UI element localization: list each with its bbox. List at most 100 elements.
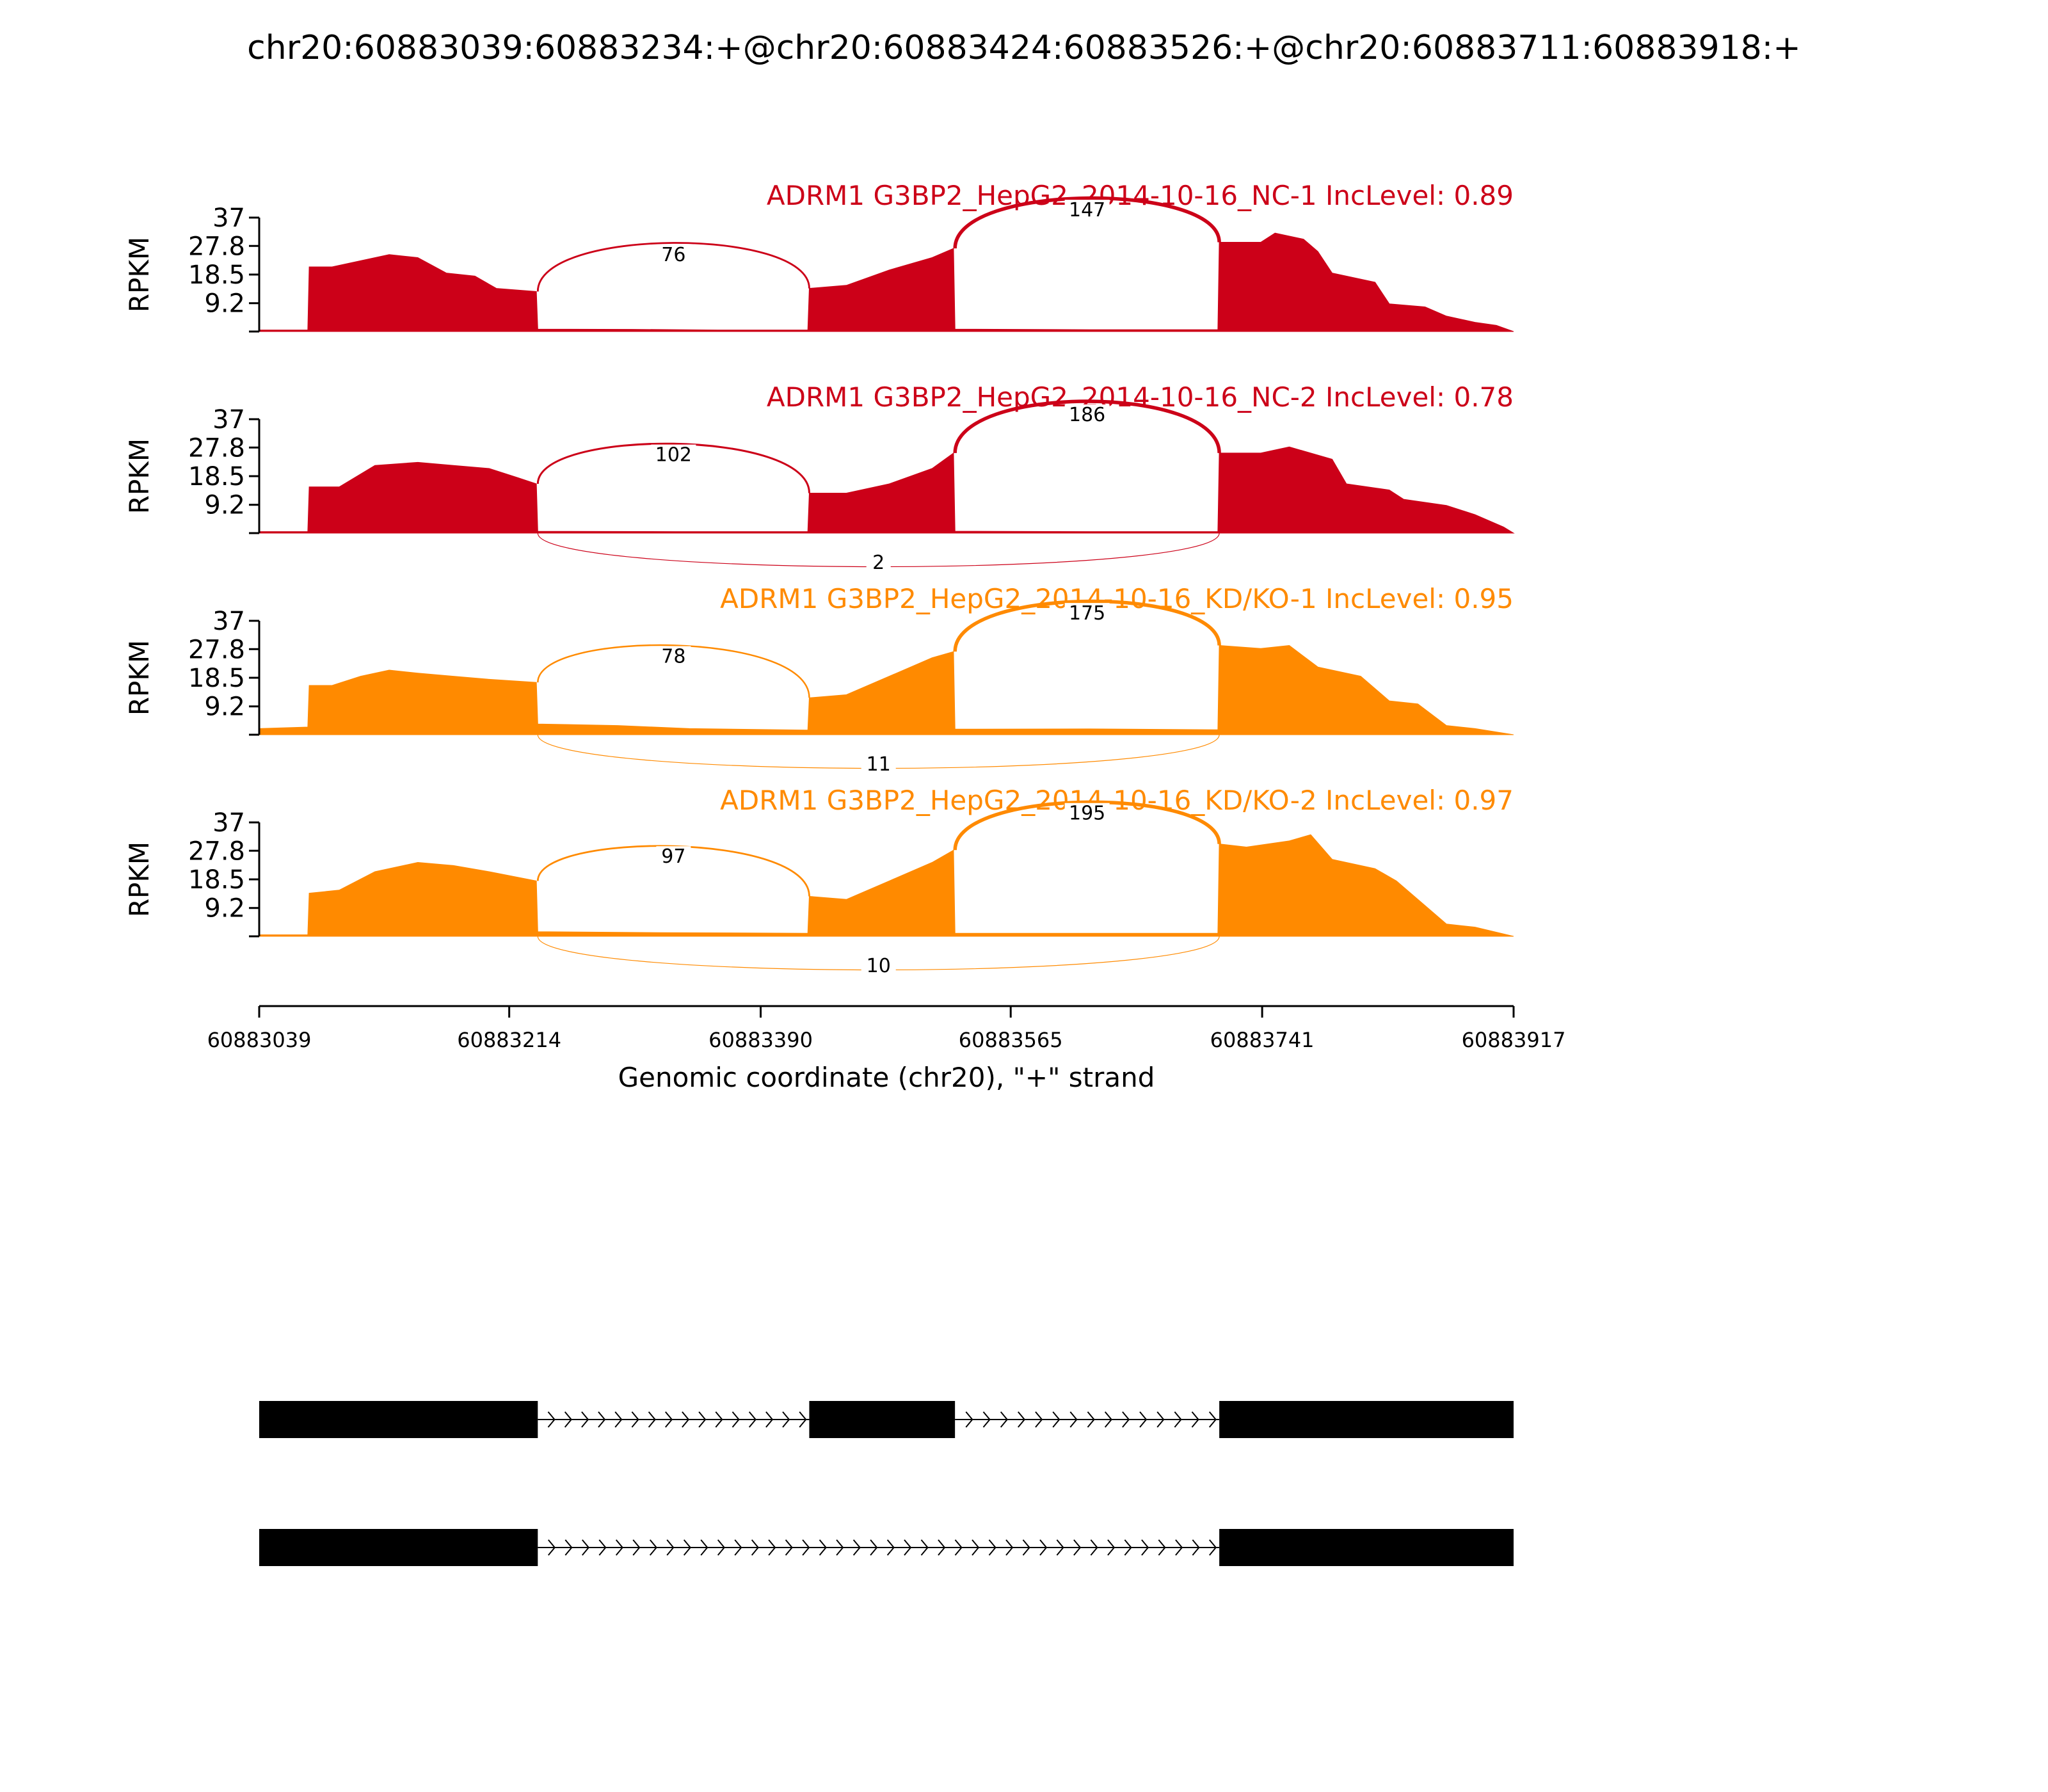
isoform-tracks: [259, 1401, 1514, 1566]
junction-count-label: 186: [1069, 404, 1105, 426]
junction-arc: [953, 599, 1221, 652]
strand-arrow-icon: [700, 1539, 708, 1556]
junction-label-box: [651, 444, 696, 465]
junction-label-box: [861, 754, 896, 774]
strand-arrow-icon: [799, 1411, 807, 1428]
x-tick-label: 60883039: [207, 1028, 312, 1052]
strand-arrow-icon: [1124, 1539, 1132, 1556]
y-axis-label: RPKM: [124, 237, 155, 312]
strand-arrow-icon: [1052, 1411, 1060, 1428]
x-tick-label: 60883390: [708, 1028, 813, 1052]
junction-arc: [953, 196, 1221, 249]
y-tick-label: 18.5: [188, 865, 245, 895]
y-tick-label: 9.2: [204, 491, 245, 520]
junction-label-box: [1064, 404, 1110, 425]
y-axis-label: RPKM: [124, 842, 155, 917]
strand-arrow-icon: [1175, 1539, 1183, 1556]
y-tick-label: 27.8: [188, 433, 245, 463]
y-axis-label: RPKM: [124, 438, 155, 514]
strand-arrow-icon: [938, 1539, 946, 1556]
strand-arrow-icon: [954, 1539, 963, 1556]
y-tick-label: 18.5: [188, 664, 245, 693]
junction-count-label: 78: [661, 646, 685, 668]
junction-label-box: [1064, 803, 1110, 824]
junction-count-label: 76: [661, 244, 685, 266]
strand-arrow-icon: [785, 1539, 793, 1556]
junction-arc: [537, 644, 810, 698]
strand-arrow-icon: [547, 1411, 556, 1428]
strand-arrow-icon: [1090, 1539, 1098, 1556]
strand-arrow-icon: [802, 1539, 810, 1556]
strand-arrow-icon: [665, 1411, 673, 1428]
strand-arrow-icon: [631, 1411, 639, 1428]
strand-arrow-icon: [1122, 1411, 1130, 1428]
strand-arrow-icon: [1192, 1539, 1200, 1556]
coverage-area: [259, 232, 1514, 332]
sample-panel: 9.218.527.837 RPKM ADRM1 G3BP2_HepG2_2014-…: [124, 381, 1515, 574]
strand-arrow-icon: [1191, 1411, 1199, 1428]
strand-arrow-icon: [836, 1539, 844, 1556]
y-tick-label: 27.8: [188, 635, 245, 664]
junction-arc: [953, 399, 1221, 453]
strand-arrow-icon: [632, 1539, 641, 1556]
strand-arrow-icon: [615, 1539, 624, 1556]
junction-count-label: 11: [867, 753, 891, 776]
strand-arrow-icon: [683, 1539, 692, 1556]
strand-arrow-icon: [1073, 1539, 1082, 1556]
junction-arc: [953, 800, 1221, 851]
strand-arrow-icon: [765, 1411, 774, 1428]
exon-block: [259, 1401, 538, 1438]
x-axis-label: Genomic coordinate (chr20), "+" strand: [618, 1062, 1155, 1093]
x-tick-label: 60883917: [1462, 1028, 1566, 1052]
junction-count-label: 2: [872, 552, 884, 574]
strand-arrow-icon: [715, 1411, 723, 1428]
strand-arrow-icon: [598, 1411, 606, 1428]
junction-count-label: 195: [1069, 803, 1105, 825]
coverage-area: [259, 446, 1515, 534]
y-tick-label: 37: [212, 808, 245, 838]
x-tick-label: 60883565: [959, 1028, 1063, 1052]
strand-arrow-icon: [920, 1539, 929, 1556]
junction-arc: [536, 442, 811, 493]
exon-block: [259, 1529, 538, 1566]
exon-block: [1219, 1529, 1514, 1566]
y-tick-label: 37: [212, 607, 245, 636]
junction-label-box: [656, 846, 691, 867]
y-tick-label: 9.2: [204, 692, 245, 722]
strand-arrow-icon: [1000, 1411, 1009, 1428]
junction-count-label: 147: [1069, 199, 1105, 221]
strand-arrow-icon: [564, 1539, 573, 1556]
strand-arrow-icon: [614, 1411, 623, 1428]
junction-label-box: [866, 552, 891, 573]
sample-panel: 9.218.527.837 RPKM ADRM1 G3BP2_HepG2_2014-…: [124, 180, 1514, 333]
strand-arrow-icon: [1208, 1411, 1217, 1428]
strand-arrow-icon: [1035, 1411, 1043, 1428]
strand-arrow-icon: [732, 1411, 740, 1428]
strand-arrow-icon: [1209, 1539, 1217, 1556]
y-axis-label: RPKM: [124, 640, 155, 716]
junction-count-label: 175: [1069, 602, 1105, 625]
sample-panel: 9.218.527.837 RPKM ADRM1 G3BP2_HepG2_2014-…: [124, 583, 1514, 776]
strand-arrow-icon: [768, 1539, 776, 1556]
strand-arrow-icon: [1039, 1539, 1048, 1556]
junction-label-box: [656, 646, 691, 667]
junction-label-box: [861, 956, 896, 976]
strand-arrow-icon: [564, 1411, 573, 1428]
junction-label-box: [656, 244, 691, 266]
x-tick-label: 60883214: [457, 1028, 561, 1052]
y-tick-label: 9.2: [204, 894, 245, 924]
sample-panel: 9.218.527.837 RPKM ADRM1 G3BP2_HepG2_2014-…: [124, 785, 1514, 977]
strand-arrow-icon: [666, 1539, 675, 1556]
strand-arrow-icon: [598, 1539, 607, 1556]
strand-arrow-icon: [782, 1411, 790, 1428]
x-axis: 60883039 60883214 60883390 60883565 60883741…: [207, 1005, 1566, 1052]
strand-arrow-icon: [649, 1539, 658, 1556]
strand-arrow-icon: [1069, 1411, 1078, 1428]
junction-count-label: 10: [867, 955, 891, 977]
strand-arrow-icon: [870, 1539, 878, 1556]
strand-arrow-icon: [748, 1411, 757, 1428]
y-tick-label: 37: [212, 204, 245, 233]
